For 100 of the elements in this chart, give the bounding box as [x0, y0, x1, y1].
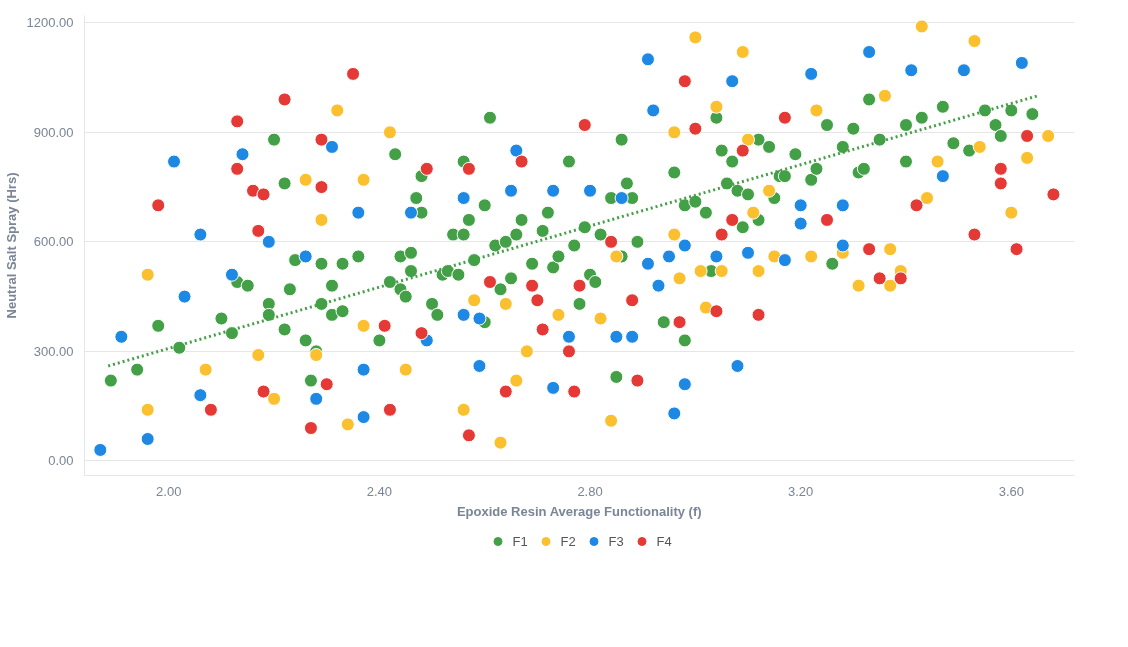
point [751, 264, 766, 279]
point [256, 187, 271, 202]
point [298, 172, 313, 187]
point [351, 205, 366, 220]
point [709, 249, 724, 264]
point [967, 34, 982, 49]
y-axis-title: Neutral Salt Spray (Hrs) [3, 172, 19, 319]
point [230, 161, 245, 176]
point [456, 191, 471, 206]
point [498, 384, 513, 399]
point [735, 45, 750, 59]
point [1020, 150, 1035, 165]
point [904, 63, 919, 78]
point [1041, 128, 1056, 143]
point [804, 249, 819, 264]
point [198, 362, 213, 377]
point [640, 52, 655, 67]
point [820, 212, 834, 227]
point [525, 278, 540, 293]
point [872, 271, 887, 286]
point [382, 402, 397, 417]
point [546, 183, 561, 198]
point [177, 289, 192, 304]
point [535, 322, 550, 337]
point [714, 227, 729, 242]
point [667, 125, 682, 140]
point [167, 154, 182, 169]
point [93, 442, 108, 457]
point [725, 74, 740, 89]
point [251, 223, 266, 238]
point [398, 362, 413, 377]
point [314, 212, 329, 227]
point [793, 198, 808, 213]
point [561, 344, 576, 359]
point [804, 66, 819, 81]
point [762, 183, 777, 198]
point [519, 344, 534, 359]
point [746, 205, 761, 220]
point [677, 377, 692, 392]
point [835, 198, 850, 213]
point [930, 154, 945, 169]
point [377, 318, 392, 333]
point [472, 358, 487, 373]
point [314, 180, 329, 195]
point [514, 154, 529, 169]
point [572, 278, 587, 293]
point [403, 205, 418, 220]
point [809, 103, 824, 118]
point [509, 143, 524, 158]
point [630, 373, 645, 388]
point [714, 264, 729, 279]
x-tick-label: 2.00 [156, 483, 182, 499]
point [461, 428, 476, 443]
point [625, 329, 640, 344]
point [914, 19, 929, 34]
point [672, 271, 687, 286]
point [140, 402, 155, 417]
point [862, 45, 877, 59]
point [472, 311, 487, 326]
point [277, 92, 292, 107]
point [340, 417, 355, 432]
point [561, 329, 576, 344]
point [993, 161, 1008, 176]
point [709, 304, 724, 319]
point [530, 293, 545, 308]
point [482, 275, 497, 289]
point [504, 183, 519, 198]
point [346, 66, 361, 81]
point [920, 191, 935, 206]
point [688, 30, 703, 45]
x-tick-label: 3.20 [788, 483, 814, 499]
point [1009, 242, 1024, 257]
point [698, 300, 713, 315]
point [662, 249, 677, 264]
y-tick-label: 1200.00 [26, 15, 74, 31]
legend-label: F2 [560, 533, 577, 549]
point [741, 132, 756, 147]
point [883, 242, 898, 257]
point [767, 249, 782, 264]
point [419, 161, 434, 176]
point [625, 293, 640, 308]
point [909, 198, 924, 213]
point [193, 388, 208, 403]
point [956, 63, 971, 78]
point [509, 373, 524, 388]
point [230, 114, 245, 129]
point [114, 329, 129, 344]
point [140, 432, 155, 446]
legend-label: F1 [512, 533, 529, 549]
point [151, 198, 166, 213]
point [777, 253, 792, 268]
point [609, 329, 624, 344]
point [688, 121, 703, 136]
point [493, 435, 508, 450]
point [414, 326, 429, 341]
point [730, 358, 745, 373]
point [251, 348, 266, 363]
point [1014, 55, 1029, 70]
point [456, 307, 471, 322]
point [935, 169, 950, 184]
